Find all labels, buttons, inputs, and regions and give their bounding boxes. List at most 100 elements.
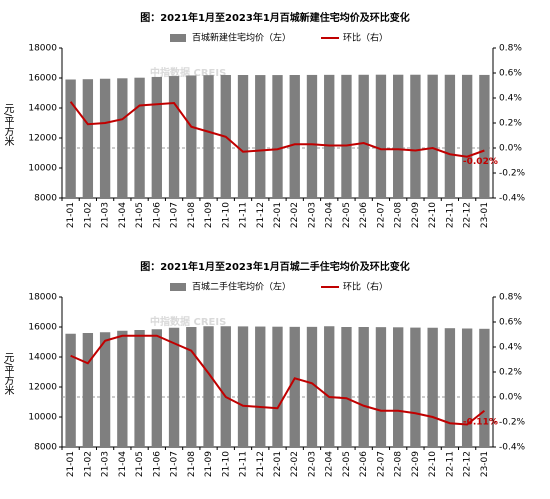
y-tick-label: 14000 (28, 353, 57, 363)
x-tick-label: 21-02 (83, 202, 93, 228)
x-tick-label: 21-08 (187, 451, 197, 477)
x-tick-label: 22-07 (376, 451, 386, 477)
bar (151, 76, 162, 198)
y-tick-label: 8000 (34, 194, 57, 204)
y2-tick-label: 0.4% (499, 343, 522, 353)
bar (65, 79, 76, 198)
y-tick-label: 12000 (28, 134, 57, 144)
bar (289, 326, 300, 447)
y2-tick-label: 0.8% (499, 44, 522, 54)
bar (134, 77, 145, 198)
bar (427, 74, 438, 198)
bar (151, 329, 162, 447)
chart-title: 图：2021年1月至2023年1月百城新建住宅均价及环比变化 (140, 11, 410, 24)
bar (479, 74, 490, 198)
x-tick-label: 22-12 (463, 451, 473, 477)
bar (272, 326, 283, 447)
legend-label: 百城二手住宅均价（左） (192, 281, 291, 293)
x-tick-label: 21-11 (239, 451, 249, 477)
x-tick-label: 22-08 (394, 451, 404, 477)
bar (237, 326, 249, 447)
y2-tick-label: 0.2% (499, 368, 522, 378)
x-tick-label: 21-10 (221, 202, 231, 228)
y2-tick-label: 0.2% (499, 119, 522, 129)
x-tick-label: 21-07 (170, 451, 180, 477)
bar (220, 326, 231, 447)
bar (358, 74, 369, 198)
x-tick-label: 21-01 (66, 202, 76, 228)
x-tick-label: 22-09 (411, 202, 421, 228)
x-tick-label: 21-02 (83, 451, 93, 477)
value-label: -0.11% (463, 417, 498, 427)
y2-tick-label: -0.2% (499, 169, 526, 179)
bar (393, 74, 404, 198)
bar (82, 333, 94, 447)
x-tick-label: 22-07 (376, 202, 386, 228)
bar (410, 74, 421, 198)
x-tick-label: 22-05 (342, 202, 352, 228)
bar (203, 326, 214, 447)
bar (237, 75, 249, 198)
chart-title: 图：2021年1月至2023年1月百城二手住宅均价及环比变化 (140, 260, 410, 273)
bar (306, 326, 318, 447)
y-axis-label: 元/平方米 (2, 103, 14, 147)
x-tick-label: 22-08 (394, 202, 404, 228)
bar (444, 328, 456, 447)
y2-tick-label: 0.0% (499, 144, 522, 154)
value-label: -0.02% (463, 157, 498, 167)
x-tick-label: 21-09 (204, 202, 214, 228)
x-tick-label: 22-02 (290, 451, 300, 477)
x-tick-label: 21-05 (135, 451, 145, 477)
x-tick-label: 22-03 (307, 202, 317, 228)
bar (255, 75, 266, 198)
y2-tick-label: 0.4% (499, 94, 522, 104)
bar (341, 327, 352, 447)
bar (255, 326, 266, 447)
x-tick-label: 21-12 (256, 202, 266, 228)
x-tick-label: 22-03 (307, 451, 317, 477)
x-tick-label: 22-11 (445, 202, 455, 228)
x-tick-label: 22-10 (428, 451, 438, 477)
bar (99, 78, 111, 198)
bar (117, 330, 128, 447)
legend-swatch (170, 34, 186, 42)
legend-swatch (170, 283, 186, 291)
x-tick-label: 22-02 (290, 202, 300, 228)
y2-tick-label: 0.6% (499, 318, 522, 328)
y2-tick-label: 0.8% (499, 293, 522, 303)
x-tick-label: 23-01 (480, 202, 490, 228)
bar (65, 333, 76, 447)
bar (168, 76, 180, 198)
y-tick-label: 8000 (34, 443, 57, 453)
y-axis-label: 元/平方米 (2, 352, 14, 396)
y-tick-label: 10000 (28, 164, 57, 174)
x-tick-label: 22-11 (445, 451, 455, 477)
bar (324, 326, 335, 447)
bar (461, 74, 473, 198)
bar (289, 75, 300, 198)
y2-tick-label: -0.4% (499, 194, 526, 204)
y-tick-label: 14000 (28, 104, 57, 114)
x-tick-label: 21-06 (152, 451, 162, 477)
x-tick-label: 21-01 (66, 451, 76, 477)
x-tick-label: 21-06 (152, 202, 162, 228)
bar (203, 75, 214, 198)
bar (375, 74, 387, 198)
x-tick-label: 22-01 (273, 202, 283, 228)
bar (341, 74, 352, 198)
y2-tick-label: -0.4% (499, 443, 526, 453)
bar (186, 75, 197, 198)
x-tick-label: 21-11 (239, 202, 249, 228)
bar (461, 328, 473, 447)
y2-tick-label: 0.6% (499, 69, 522, 79)
y2-tick-label: -0.2% (499, 418, 526, 428)
x-tick-label: 21-07 (170, 202, 180, 228)
y-tick-label: 12000 (28, 383, 57, 393)
x-tick-label: 22-01 (273, 451, 283, 477)
line (70, 334, 486, 426)
line (69, 101, 485, 158)
bar (168, 327, 180, 447)
x-tick-label: 21-10 (221, 451, 231, 477)
